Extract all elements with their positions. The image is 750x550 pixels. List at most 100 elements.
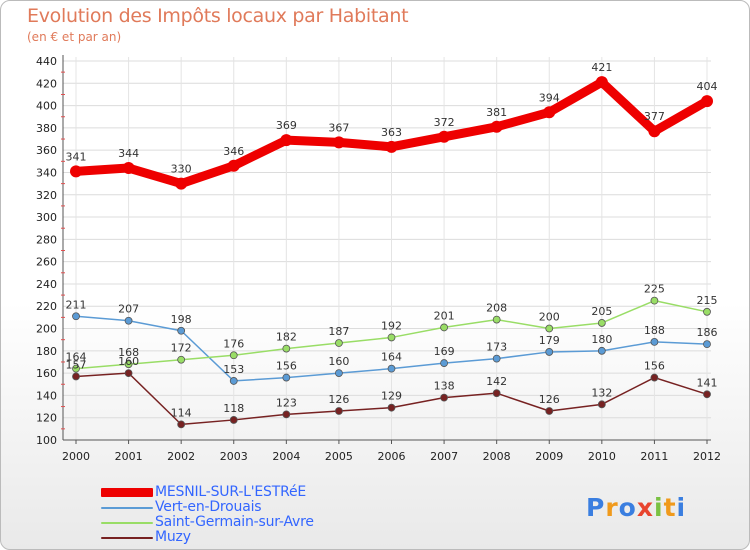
data-label: 132 <box>591 386 612 399</box>
data-label: 188 <box>644 324 665 337</box>
data-point <box>543 106 556 119</box>
proxiti-logo: Proxiti <box>586 493 686 522</box>
data-point <box>595 76 608 89</box>
data-point <box>229 416 238 424</box>
data-point <box>492 389 501 398</box>
data-point <box>492 315 501 324</box>
x-tick-label: 2002 <box>167 450 195 463</box>
data-point <box>229 377 238 385</box>
data-label: 187 <box>328 325 349 338</box>
data-point <box>335 407 343 415</box>
data-point <box>385 140 398 153</box>
data-label: 173 <box>486 341 507 354</box>
data-label: 207 <box>118 303 139 316</box>
data-label: 330 <box>171 163 192 176</box>
legend-swatch <box>101 536 153 539</box>
data-point <box>492 354 501 363</box>
data-label: 156 <box>644 360 665 373</box>
data-point <box>72 312 80 321</box>
x-tick-label: 2001 <box>115 450 143 463</box>
data-label: 186 <box>697 326 718 339</box>
data-point <box>335 369 343 378</box>
data-label: 141 <box>697 376 718 389</box>
data-point <box>335 339 343 347</box>
legend-label: Saint-Germain-sur-Avre <box>155 514 314 530</box>
data-label: 126 <box>328 393 349 406</box>
data-point <box>648 125 661 138</box>
x-tick-label: 2010 <box>588 450 616 463</box>
data-point <box>703 390 711 399</box>
y-tick-label: 220 <box>36 300 57 313</box>
data-label: 215 <box>697 294 718 307</box>
data-point <box>387 403 396 412</box>
data-label: 179 <box>539 334 560 347</box>
data-label: 192 <box>381 319 402 332</box>
legend-item: MESNIL-SUR-L'ESTRéE <box>101 485 314 500</box>
data-point <box>650 338 659 346</box>
data-label: 123 <box>276 396 297 409</box>
data-label: 394 <box>539 91 560 104</box>
data-point <box>175 177 188 190</box>
data-label: 182 <box>276 331 297 344</box>
data-point <box>227 159 240 172</box>
data-point <box>72 372 80 381</box>
data-label: 211 <box>66 298 87 311</box>
legend-label: Vert-en-Drouais <box>155 499 262 515</box>
data-label: 168 <box>118 346 139 359</box>
data-label: 208 <box>486 302 507 315</box>
data-point <box>545 348 554 356</box>
data-point <box>282 344 291 353</box>
y-tick-label: 180 <box>36 345 57 358</box>
data-point <box>229 351 238 360</box>
data-point <box>545 324 554 333</box>
data-label: 176 <box>223 337 244 350</box>
data-point <box>597 346 606 355</box>
data-label: 153 <box>223 363 244 376</box>
data-point <box>597 400 606 409</box>
chart-title: Evolution des Impôts locaux par Habitant <box>27 5 409 27</box>
data-point <box>124 369 133 378</box>
legend-label: MESNIL-SUR-L'ESTRéE <box>155 484 307 500</box>
data-label: 421 <box>591 61 612 74</box>
data-point <box>490 120 503 133</box>
data-point <box>545 407 554 415</box>
data-label: 180 <box>591 333 612 346</box>
y-tick-label: 360 <box>36 144 57 157</box>
data-point <box>122 162 135 175</box>
data-point <box>438 130 451 143</box>
x-tick-label: 2003 <box>220 450 248 463</box>
data-point <box>703 340 711 349</box>
data-point <box>597 319 606 327</box>
y-tick-label: 120 <box>36 412 57 425</box>
data-label: 169 <box>434 345 455 358</box>
data-label: 198 <box>171 313 192 326</box>
y-tick-label: 200 <box>36 323 57 336</box>
data-point <box>650 373 659 382</box>
svg-text:Proxiti: Proxiti <box>586 493 686 522</box>
data-point <box>703 307 711 316</box>
data-point <box>701 95 713 108</box>
y-tick-label: 440 <box>36 55 57 68</box>
data-label: 138 <box>434 380 455 393</box>
y-tick-label: 140 <box>36 389 57 402</box>
data-label: 164 <box>381 351 402 364</box>
legend-label: Muzy <box>155 529 191 545</box>
x-tick-label: 2011 <box>640 450 668 463</box>
x-tick-label: 2006 <box>378 450 406 463</box>
x-tick-label: 2004 <box>272 450 300 463</box>
data-label: 129 <box>381 390 402 403</box>
x-tick-label: 2008 <box>483 450 511 463</box>
x-tick-label: 2009 <box>535 450 563 463</box>
data-label: 172 <box>171 342 192 355</box>
data-label: 157 <box>66 358 87 371</box>
chart-subtitle: (en € et par an) <box>27 30 122 44</box>
y-tick-label: 280 <box>36 233 57 246</box>
y-tick-label: 320 <box>36 189 57 202</box>
data-label: 404 <box>697 80 718 93</box>
legend: MESNIL-SUR-L'ESTRéE Vert-en-Drouais Saint-… <box>101 485 314 545</box>
data-label: 160 <box>328 355 349 368</box>
data-point <box>124 316 133 325</box>
legend-swatch <box>101 521 153 524</box>
x-tick-label: 2007 <box>430 450 458 463</box>
